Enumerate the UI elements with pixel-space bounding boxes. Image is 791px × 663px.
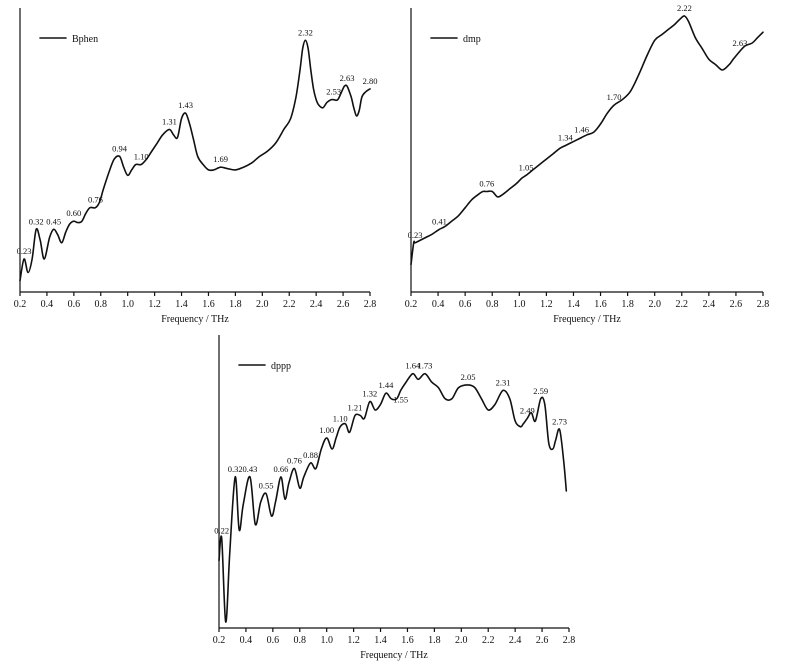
- peak-label: 0.45: [46, 216, 61, 226]
- x-tick-label: 1.2: [347, 635, 360, 646]
- x-tick-label: 2.8: [757, 299, 770, 310]
- peak-label: 1.64: [405, 361, 421, 371]
- peak-label: 1.05: [519, 162, 534, 172]
- x-tick-label: 1.0: [121, 299, 134, 310]
- x-tick-label: 0.6: [459, 299, 472, 310]
- x-tick-label: 0.6: [68, 299, 81, 310]
- peak-label: 2.73: [552, 416, 567, 426]
- x-tick-label: 1.6: [401, 635, 414, 646]
- peak-label: 2.22: [677, 3, 692, 13]
- peak-label: 2.80: [363, 76, 378, 86]
- peak-label: 2.53: [326, 87, 341, 97]
- legend-label: dmp: [463, 34, 481, 45]
- series-line-Bphen: [19, 39, 371, 282]
- chart-panel-bphen: 0.2 0.4 0.6 0.8 1.0 1.2 1.4 1.6 1.8 2.0 2.2 2.4 2.6 2…: [14, 8, 378, 325]
- peak-label: 1.34: [558, 133, 574, 143]
- x-tick-label: 0.8: [294, 635, 307, 646]
- x-tick-label: 1.8: [621, 299, 634, 310]
- x-tick-label: 2.2: [676, 299, 689, 310]
- x-axis-title: Frequency / THz: [360, 650, 428, 661]
- peak-label: 0.66: [273, 464, 288, 474]
- x-tick-label: 2.4: [310, 299, 323, 310]
- peak-label: 0.32: [228, 464, 243, 474]
- peak-label: 1.31: [162, 116, 177, 126]
- x-tick-label: 2.0: [648, 299, 661, 310]
- x-tick-label: 2.4: [703, 299, 716, 310]
- peak-label: 1.10: [333, 414, 348, 424]
- x-axis-title: Frequency / THz: [161, 314, 229, 325]
- x-tick-label: 0.2: [14, 299, 27, 310]
- series-line-dmp: [410, 15, 764, 266]
- x-tick-label: 0.2: [405, 299, 418, 310]
- chart-panel-dppp: 0.2 0.4 0.6 0.8 1.0 1.2 1.4 1.6 1.8 2.0 2.2 2.4 2.6 2…: [213, 335, 576, 661]
- x-tick-label: 0.4: [432, 299, 445, 310]
- x-tick-label: 1.8: [229, 299, 242, 310]
- peak-label: 1.00: [319, 425, 334, 435]
- x-tick-label: 0.8: [95, 299, 108, 310]
- x-tick-label: 2.0: [455, 635, 468, 646]
- peak-label: 2.63: [733, 38, 748, 48]
- peak-label: 1.70: [607, 92, 622, 102]
- peak-label: 0.94: [112, 143, 128, 153]
- peak-label: 0.76: [287, 456, 302, 466]
- peak-label: 2.49: [520, 405, 535, 415]
- peak-label: 0.76: [479, 179, 494, 189]
- legend-label: Bphen: [72, 34, 98, 45]
- peak-label: 1.73: [418, 361, 433, 371]
- peak-label: 1.21: [348, 403, 363, 413]
- chart-panel-dmp: 0.2 0.4 0.6 0.8 1.0 1.2 1.4 1.6 1.8 2.0 2.2 2.4 2.6 2…: [405, 3, 770, 325]
- legend-label: dppp: [271, 361, 291, 372]
- peak-label: 0.43: [243, 464, 258, 474]
- x-tick-label: 2.0: [256, 299, 269, 310]
- peak-label: 2.05: [461, 372, 476, 382]
- peak-label: 0.22: [214, 525, 229, 535]
- peak-label: 1.55: [393, 394, 408, 404]
- peak-label: 1.46: [574, 125, 589, 135]
- peak-label: 1.69: [213, 154, 228, 164]
- x-tick-label: 0.4: [240, 635, 253, 646]
- x-tick-label: 1.6: [202, 299, 215, 310]
- peak-label: 0.60: [66, 208, 81, 218]
- x-tick-label: 2.8: [364, 299, 377, 310]
- x-tick-label: 1.4: [175, 299, 188, 310]
- peak-label: 0.76: [88, 195, 103, 205]
- peak-label: 0.32: [29, 216, 44, 226]
- peak-label: 2.32: [298, 27, 313, 37]
- x-tick-label: 0.6: [267, 635, 280, 646]
- x-tick-label: 0.8: [486, 299, 499, 310]
- peak-label: 0.41: [432, 216, 447, 226]
- peak-label: 2.59: [533, 386, 548, 396]
- x-tick-label: 2.2: [283, 299, 296, 310]
- x-tick-label: 2.8: [563, 635, 576, 646]
- x-tick-label: 2.2: [482, 635, 495, 646]
- peak-label: 0.23: [17, 246, 32, 256]
- x-tick-label: 1.2: [148, 299, 161, 310]
- x-tick-label: 1.6: [594, 299, 607, 310]
- x-tick-label: 2.4: [509, 635, 522, 646]
- x-tick-label: 1.2: [540, 299, 553, 310]
- x-axis-title: Frequency / THz: [553, 314, 621, 325]
- x-tick-label: 1.0: [320, 635, 333, 646]
- x-tick-label: 1.4: [567, 299, 580, 310]
- x-tick-label: 2.6: [730, 299, 743, 310]
- x-tick-label: 2.6: [536, 635, 549, 646]
- peak-label: 0.23: [408, 230, 423, 240]
- peak-label: 1.44: [378, 380, 394, 390]
- peak-label: 2.63: [340, 73, 355, 83]
- peak-label: 0.88: [303, 450, 318, 460]
- series-line-dppp: [218, 372, 568, 623]
- x-tick-label: 1.4: [374, 635, 387, 646]
- peak-label: 0.55: [259, 481, 274, 491]
- x-tick-label: 0.2: [213, 635, 226, 646]
- peak-label: 2.31: [496, 377, 511, 387]
- x-tick-label: 0.4: [41, 299, 54, 310]
- peak-label: 1.32: [362, 389, 377, 399]
- peak-label: 1.43: [178, 100, 193, 110]
- x-tick-label: 1.0: [513, 299, 526, 310]
- x-tick-label: 2.6: [337, 299, 350, 310]
- x-tick-label: 1.8: [428, 635, 441, 646]
- peak-label: 1.10: [134, 152, 149, 162]
